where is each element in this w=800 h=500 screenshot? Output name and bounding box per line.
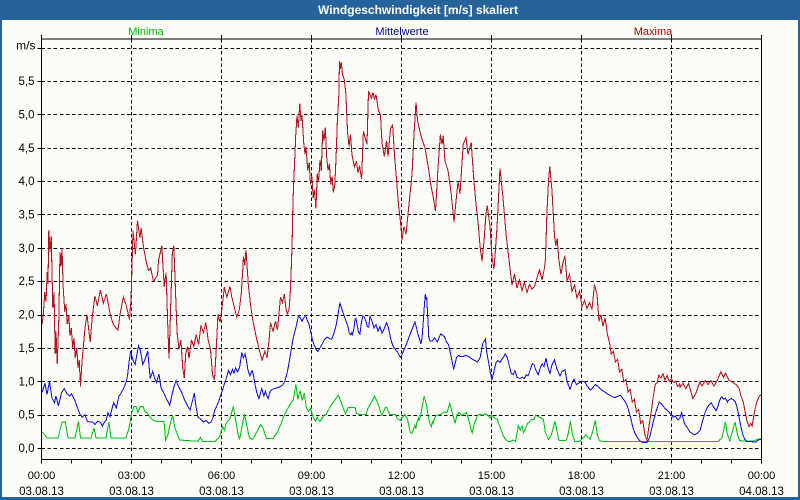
- svg-text:03.08.13: 03.08.13: [19, 486, 64, 498]
- svg-text:00:00: 00:00: [748, 470, 776, 482]
- svg-text:03.08.13: 03.08.13: [649, 486, 694, 498]
- svg-text:0,0: 0,0: [19, 443, 35, 455]
- svg-text:5,5: 5,5: [19, 76, 35, 88]
- svg-text:4,5: 4,5: [19, 143, 35, 155]
- svg-text:03.08.13: 03.08.13: [199, 486, 244, 498]
- svg-text:03.08.13: 03.08.13: [469, 486, 514, 498]
- svg-text:03.08.13: 03.08.13: [559, 486, 604, 498]
- svg-text:18:00: 18:00: [568, 470, 596, 482]
- svg-text:21:00: 21:00: [658, 470, 686, 482]
- svg-text:2,5: 2,5: [19, 276, 35, 288]
- svg-text:2,0: 2,0: [19, 310, 35, 322]
- svg-text:00:00: 00:00: [28, 470, 56, 482]
- svg-text:3,5: 3,5: [19, 210, 35, 222]
- svg-text:3,0: 3,0: [19, 243, 35, 255]
- svg-text:12:00: 12:00: [388, 470, 416, 482]
- svg-text:1,5: 1,5: [19, 343, 35, 355]
- svg-text:15:00: 15:00: [478, 470, 506, 482]
- svg-text:06:00: 06:00: [208, 470, 236, 482]
- svg-text:03.08.13: 03.08.13: [109, 486, 154, 498]
- svg-text:1,0: 1,0: [19, 376, 35, 388]
- svg-text:5,0: 5,0: [19, 109, 35, 121]
- svg-text:0,5: 0,5: [19, 410, 35, 422]
- svg-text:03.08.13: 03.08.13: [379, 486, 424, 498]
- svg-text:m/s: m/s: [16, 39, 35, 53]
- svg-text:03.08.13: 03.08.13: [289, 486, 334, 498]
- svg-text:09:00: 09:00: [298, 470, 326, 482]
- svg-text:03:00: 03:00: [118, 470, 146, 482]
- svg-text:04.08.13: 04.08.13: [739, 486, 784, 498]
- svg-text:4,0: 4,0: [19, 176, 35, 188]
